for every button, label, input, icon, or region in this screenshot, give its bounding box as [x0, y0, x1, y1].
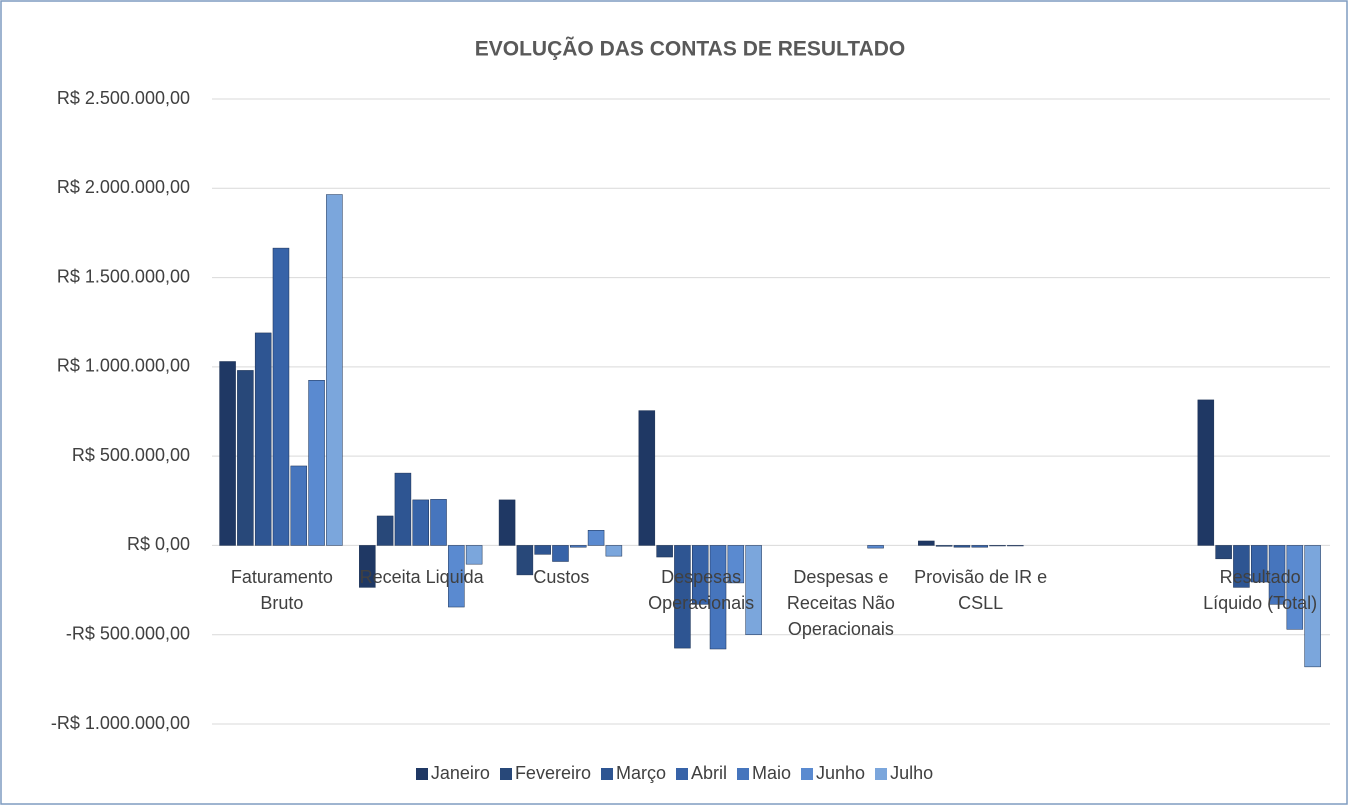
bar: [1233, 545, 1250, 588]
x-tick-label: Custos: [533, 567, 590, 588]
legend-swatch: [801, 767, 814, 780]
y-tick-label: -R$ 500.000,00: [66, 623, 190, 643]
legend-item: Março: [600, 763, 666, 784]
x-tick-label: Resultado Líquido (Total): [1203, 567, 1318, 614]
legend-item: Julho: [875, 763, 933, 784]
bar: [534, 545, 551, 555]
bar: [237, 370, 254, 546]
bar: [290, 465, 308, 546]
bar: [935, 545, 953, 547]
bar: [867, 545, 884, 549]
bar: [971, 545, 988, 548]
bar: [1215, 545, 1232, 560]
bar: [326, 194, 343, 546]
legend-swatch: [875, 767, 888, 780]
legend-label: Fevereiro: [514, 763, 591, 783]
bar: [430, 499, 447, 546]
legend-label: Julho: [890, 763, 934, 783]
bar: [1286, 545, 1304, 630]
legend-item: Abril: [675, 763, 727, 784]
y-tick-label: R$ 1.500.000,00: [57, 266, 190, 286]
bar: [465, 545, 483, 565]
bar: [989, 545, 1006, 547]
x-tick-label: Faturamento Bruto: [230, 567, 333, 614]
y-tick-label: R$ 2.500.000,00: [57, 88, 190, 108]
bar: [1268, 545, 1286, 605]
x-tick-label: Despesas Operacionais: [648, 567, 755, 614]
legend-label: Março: [615, 763, 666, 783]
bar: [745, 545, 762, 635]
bar: [394, 472, 412, 546]
bar: [376, 515, 394, 546]
x-tick-label: Provisão de IR e CSLL: [914, 567, 1048, 614]
bar: [638, 410, 656, 546]
bar: [1250, 545, 1268, 583]
bar: [918, 540, 935, 546]
legend-label: Janeiro: [430, 763, 490, 783]
bar: [219, 361, 236, 546]
legend: Janeiro Fevereiro Março Abril Maio Junho Julho: [0, 763, 1349, 784]
x-tick-label: Receita Liquida: [359, 567, 484, 588]
legend-swatch: [737, 767, 749, 780]
legend-item: Maio: [737, 763, 791, 784]
y-tick-label: -R$ 1.000.000,00: [51, 713, 190, 733]
y-tick-label: R$ 1.000.000,00: [57, 356, 190, 376]
legend-swatch: [600, 767, 613, 780]
bar: [254, 332, 272, 546]
y-tick-label: R$ 2.000.000,00: [57, 177, 190, 197]
bar: [552, 545, 569, 562]
y-tick-label: R$ 0,00: [127, 534, 190, 554]
bar: [1007, 545, 1024, 547]
x-tick-label: Despesas e Receitas Não Operacionais: [786, 567, 895, 640]
bar: [516, 545, 534, 576]
legend-label: Junho: [816, 763, 866, 783]
y-tick-label: R$ 500.000,00: [72, 445, 190, 465]
bar: [1304, 545, 1321, 668]
legend-item: Fevereiro: [499, 763, 591, 784]
bar: [605, 545, 623, 557]
bar: [656, 545, 673, 558]
bar: [272, 247, 290, 546]
bar: [691, 545, 709, 605]
legend-label: Maio: [752, 763, 792, 783]
legend-label: Abril: [690, 763, 727, 783]
legend-swatch: [415, 767, 428, 780]
legend-item: Janeiro: [415, 763, 490, 784]
legend-item: Junho: [801, 763, 865, 784]
bar: [674, 545, 691, 649]
bar: [727, 545, 745, 584]
legend-swatch: [675, 767, 688, 780]
bar: [308, 380, 325, 546]
bar: [570, 545, 587, 548]
bar: [359, 545, 376, 588]
chart-title: EVOLUÇÃO DAS CONTAS DE RESULTADO: [475, 38, 906, 61]
bar: [412, 499, 429, 546]
legend-swatch: [499, 767, 512, 780]
bar: [709, 545, 727, 650]
bar: [448, 545, 465, 608]
bar: [498, 499, 516, 546]
bar: [953, 545, 971, 548]
bar: [1197, 399, 1215, 546]
bar: [587, 530, 605, 546]
